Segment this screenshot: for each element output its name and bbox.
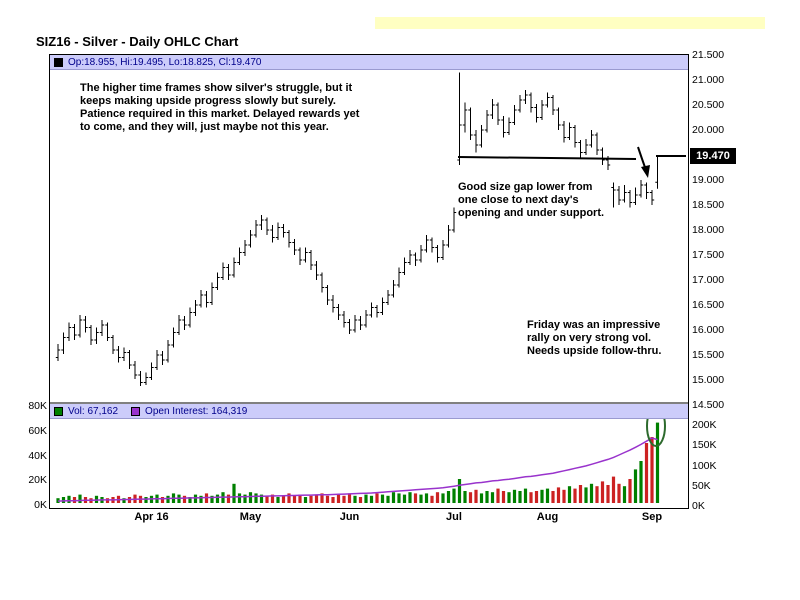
x-axis-label: Aug [536,511,559,523]
axis-label: 40K [28,449,47,462]
annotation-friday-rally: Friday was an impressive rally on very s… [527,319,662,357]
open-interest-legend-label: Open Interest: 164,319 [145,405,248,417]
ohlc-series-marker-icon [54,57,63,67]
x-axis-label: Jul [446,511,462,523]
x-axis-label: May [239,511,262,523]
axis-label: 100K [692,459,717,472]
volume-legend-label: Vol: 67,162 [68,405,119,417]
dynamic-series-layer [55,72,660,503]
open-interest-series-marker-icon [131,406,141,416]
x-axis-label: Jun [339,511,360,523]
axis-label: 21.500 [692,49,725,61]
x-axis-label: Apr 16 [134,511,169,523]
ohlc-legend-label: Op:18.955, Hi:19.495, Lo:18.825, Cl:19.4… [68,56,262,68]
axis-label: 20K [28,474,47,487]
chart-frame: Op:18.955, Hi:19.495, Lo:18.825, Cl:19.4… [49,54,689,509]
price-ohlc-bars [55,72,660,386]
annotation-gap-lower: Good size gap lower from one close to ne… [458,181,605,219]
axis-label: 17.500 [692,249,725,261]
axis-label: 16.500 [692,299,725,311]
yellow-highlight-bar [375,17,765,29]
x-axis-label: Sep [641,511,663,523]
last-price-tag: 19.470 [690,148,736,164]
axis-label: 200K [692,419,717,431]
axis-label: 20.000 [692,124,725,136]
axis-label: 50K [692,479,711,492]
annotation-higher-timeframes: The higher time frames show silver's str… [80,82,360,133]
volume-legend: Vol: 67,162 Open Interest: 164,319 [50,404,688,419]
axis-label: 21.000 [692,74,725,86]
page-title: SIZ16 - Silver - Daily OHLC Chart [36,34,239,49]
axis-label: 19.000 [692,174,725,186]
axis-label: 20.500 [692,99,725,111]
volume-bars [56,422,660,503]
axis-label: 0K [34,499,47,511]
gap-arrowhead-icon [641,165,650,178]
price-legend: Op:18.955, Hi:19.495, Lo:18.825, Cl:19.4… [50,55,688,70]
chart-plot [50,72,688,503]
volume-series-marker-icon [54,406,63,416]
axis-label: 0K [692,500,705,512]
axis-label: 14.500 [692,399,725,411]
axis-label: 15.000 [692,374,725,386]
open-interest-line [57,437,658,502]
axis-label: 150K [692,439,717,452]
axis-label: 18.000 [692,224,725,236]
axis-label: 60K [28,424,47,437]
support-trendline [457,156,637,160]
axis-label: 18.500 [692,199,725,211]
axis-label: 80K [28,400,47,412]
axis-label: 17.000 [692,274,725,286]
